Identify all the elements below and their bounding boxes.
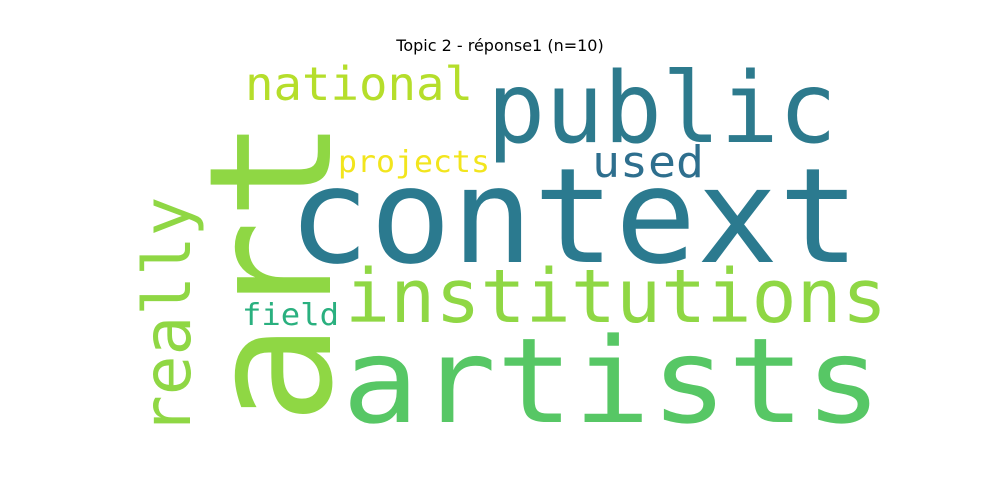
word-used: used xyxy=(592,137,704,188)
word-public: public xyxy=(487,52,837,166)
word-national: national xyxy=(245,57,473,111)
word-institutions: institutions xyxy=(345,254,887,340)
word-artists: artists xyxy=(342,312,882,450)
chart-title: Topic 2 - réponse1 (n=10) xyxy=(396,36,604,55)
word-context: context xyxy=(288,140,860,294)
word-field: field xyxy=(242,298,339,333)
word-projects: projects xyxy=(338,145,490,180)
word-art: art xyxy=(173,118,371,425)
word-really: really xyxy=(129,197,206,435)
